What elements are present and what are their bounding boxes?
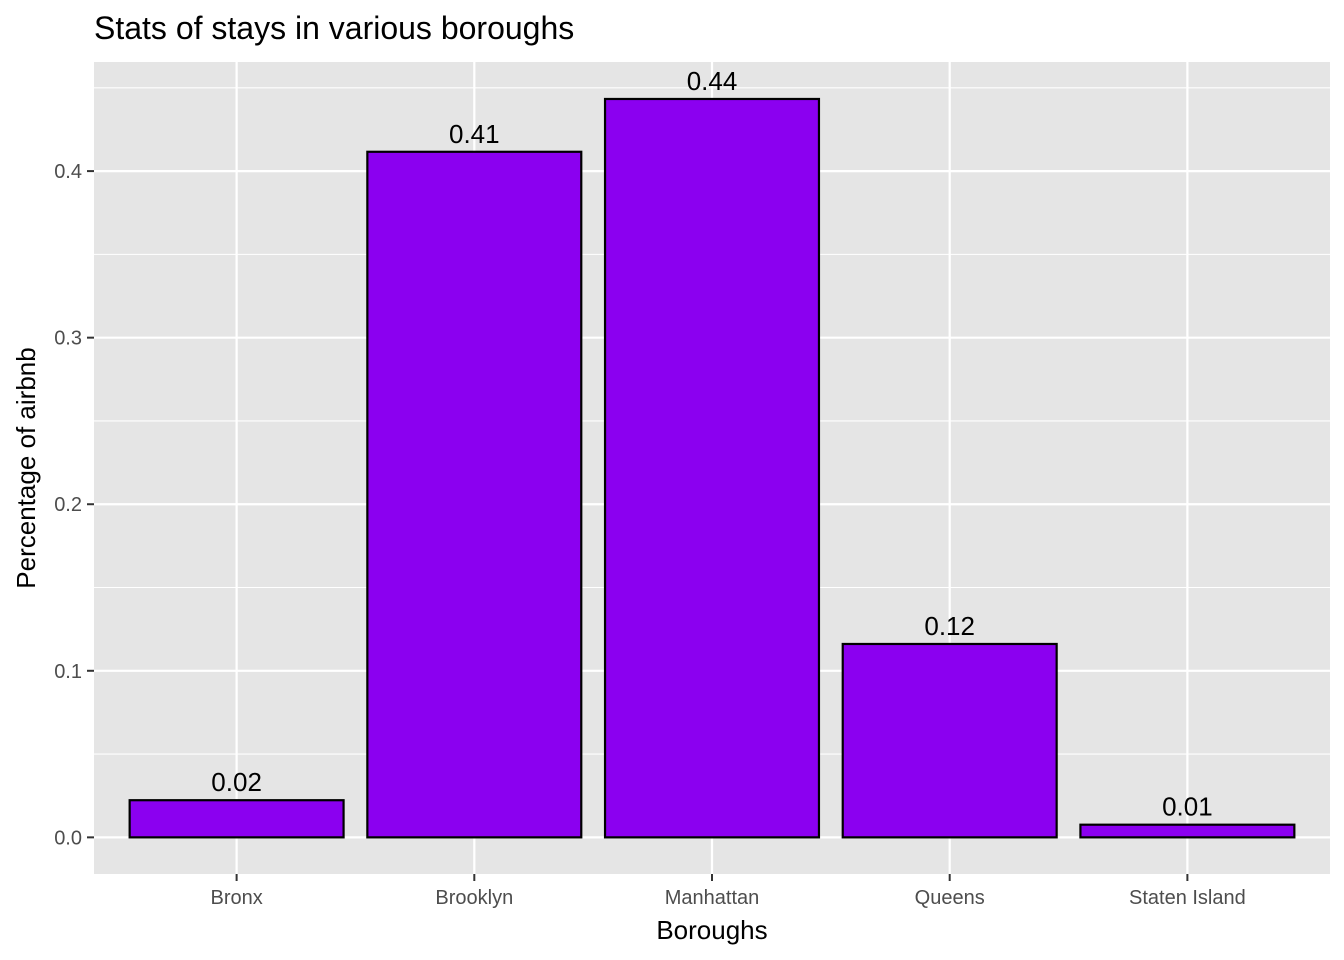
bars	[128, 97, 1296, 839]
bar-queens	[841, 642, 1058, 839]
bar-brooklyn	[366, 150, 583, 839]
y-tick-label: 0.3	[54, 328, 82, 350]
y-tick-label: 0.2	[54, 494, 82, 516]
data-label: 0.41	[449, 119, 500, 149]
y-tick-label: 0.1	[54, 661, 82, 683]
x-axis: Bronx Brooklyn Manhattan Queens Staten Islan…	[210, 874, 1246, 909]
x-tick-label: Brooklyn	[435, 887, 513, 909]
data-labels: 0.02 0.41 0.44 0.12 0.01	[211, 66, 1212, 822]
data-label: 0.02	[211, 767, 262, 797]
chart-title: Stats of stays in various boroughs	[94, 10, 574, 46]
bar-bronx	[128, 799, 345, 839]
bar-manhattan	[603, 97, 821, 839]
x-tick-label: Queens	[915, 887, 985, 909]
data-label: 0.44	[687, 66, 738, 96]
y-axis-title: Percentage of airbnb	[11, 347, 41, 588]
x-tick-label: Bronx	[210, 887, 262, 909]
y-axis: 0.0 0.1 0.2 0.3 0.4	[54, 161, 94, 849]
y-tick-label: 0.0	[54, 827, 82, 849]
bar-staten-island	[1079, 823, 1296, 839]
data-label: 0.01	[1162, 792, 1213, 822]
x-tick-label: Staten Island	[1129, 887, 1246, 909]
x-axis-title: Boroughs	[656, 915, 767, 945]
data-label: 0.12	[924, 611, 975, 641]
x-tick-label: Manhattan	[665, 887, 760, 909]
y-tick-label: 0.4	[54, 161, 82, 183]
